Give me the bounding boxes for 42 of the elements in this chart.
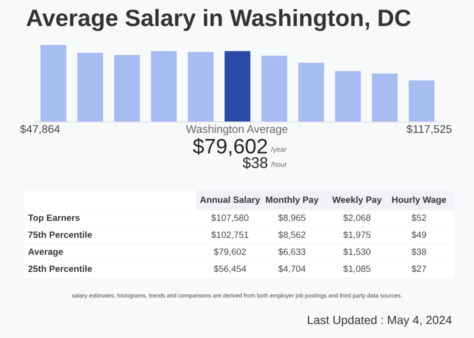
text: $79,602	[214, 248, 246, 256]
bar	[298, 62, 324, 122]
text: $1,975	[343, 231, 370, 239]
category-label: 25th Percentile	[28, 265, 92, 272]
category-label: Annual Salary	[200, 196, 260, 205]
bar	[188, 52, 214, 122]
category-label: Hourly Wage	[392, 196, 446, 205]
chart-title: Average Salary in Washington, DC	[26, 8, 411, 32]
text: $4,704	[278, 265, 306, 273]
bar	[40, 45, 66, 122]
category-label: Weekly Pay	[332, 196, 382, 205]
text: $107,580	[211, 214, 248, 222]
text: $49	[412, 231, 426, 238]
bar	[335, 71, 361, 122]
text: $2,068	[343, 214, 370, 222]
text: Washington Average	[186, 124, 288, 136]
text: $79,602	[192, 138, 267, 156]
text: $6,633	[278, 248, 306, 256]
text: $102,751	[211, 231, 248, 239]
category-label: Monthly Pay	[266, 196, 319, 205]
bar	[150, 51, 177, 122]
text: $8,562	[278, 231, 306, 239]
bar	[224, 51, 250, 122]
text: $52	[412, 214, 426, 222]
text: $38	[412, 248, 426, 256]
bar	[261, 56, 288, 122]
text: $47,864	[20, 124, 60, 134]
bar	[114, 55, 140, 122]
bar	[408, 80, 434, 122]
text: Last Updated : May 4, 2024	[308, 315, 452, 327]
text: $27	[412, 265, 426, 272]
text: $1,530	[343, 248, 370, 256]
text: $56,454	[214, 265, 246, 273]
category-label: Average	[28, 248, 63, 257]
bar	[77, 52, 104, 122]
category-label: Top Earners	[28, 214, 80, 223]
text: $38	[242, 156, 268, 170]
text: $117,525	[406, 124, 452, 134]
category-label: 75th Percentile	[28, 231, 92, 238]
text: $8,965	[278, 214, 306, 222]
text: $1,085	[343, 265, 370, 273]
bar	[372, 73, 398, 122]
